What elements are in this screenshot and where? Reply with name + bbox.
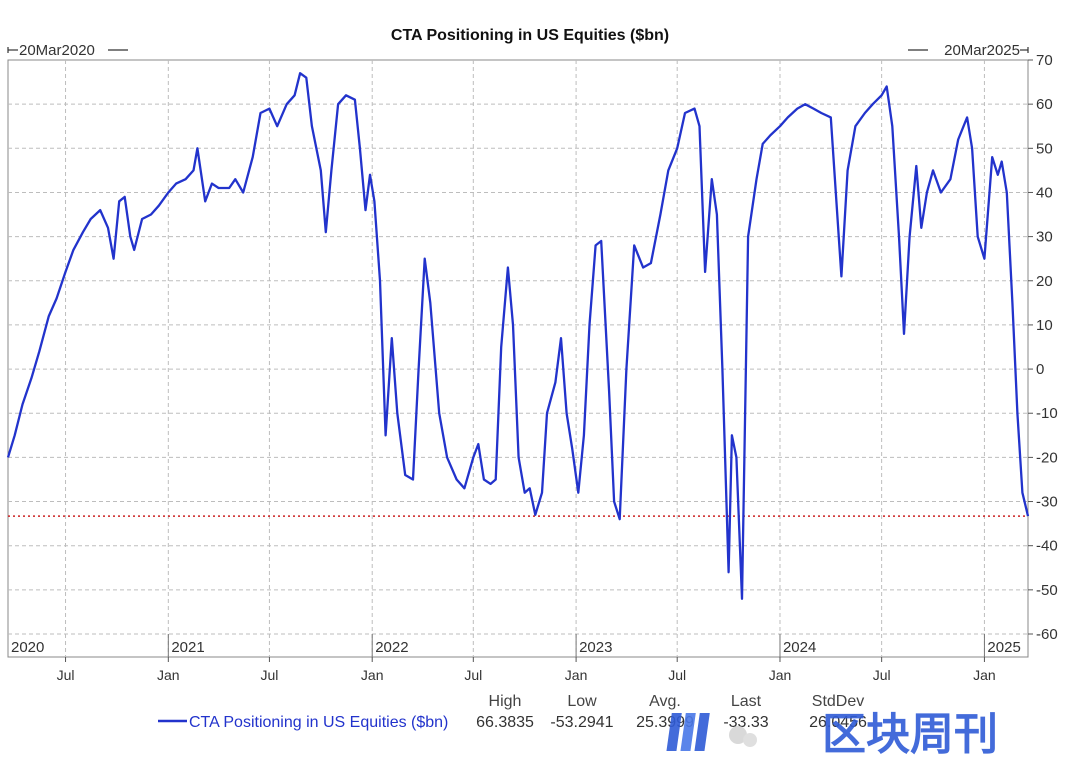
stat-header: High xyxy=(489,693,522,710)
block-logo-icon xyxy=(666,713,710,751)
x-month-label: Jul xyxy=(668,667,686,683)
plot-area xyxy=(7,59,1029,658)
x-year-label: 2021 xyxy=(171,639,204,656)
range-end-label: 20Mar2025 xyxy=(944,42,1020,59)
y-tick-label: 0 xyxy=(1036,361,1044,378)
x-month-label: Jan xyxy=(157,667,180,683)
x-month-label: Jul xyxy=(57,667,75,683)
x-month-label: Jan xyxy=(361,667,384,683)
y-tick-label: -10 xyxy=(1036,405,1058,422)
x-month-label: Jul xyxy=(260,667,278,683)
watermark: 区块周刊 xyxy=(666,710,998,759)
y-tick-label: 10 xyxy=(1036,317,1053,334)
chart-title: CTA Positioning in US Equities ($bn) xyxy=(391,27,669,44)
range-start-label: 20Mar2020 xyxy=(19,42,95,59)
y-tick-label: 70 xyxy=(1036,52,1053,69)
y-tick-label: -40 xyxy=(1036,538,1058,555)
x-year-label: 2025 xyxy=(987,639,1020,656)
x-year-label: 2020 xyxy=(11,639,44,656)
y-axis: 70 60 50 40 30 20 10 0 -10 -20 -30 -40 -50 -60 xyxy=(1028,52,1058,643)
series-line-cta-positioning xyxy=(6,72,1030,600)
wechat-bubble-icon xyxy=(729,726,747,744)
stat-value: -33.33 xyxy=(723,714,768,731)
grid xyxy=(8,60,1028,657)
legend: CTA Positioning in US Equities ($bn) xyxy=(158,714,448,731)
stat-value: 26.0456 xyxy=(809,714,867,731)
series-group xyxy=(6,72,1030,600)
x-month-label: Jul xyxy=(873,667,891,683)
watermark-text: 区块周刊 xyxy=(822,710,998,759)
x-month-label: Jan xyxy=(973,667,996,683)
y-tick-label: 40 xyxy=(1036,184,1053,201)
x-year-label: 2022 xyxy=(375,639,408,656)
range-start-marker: 20Mar2020 xyxy=(7,42,128,59)
legend-label: CTA Positioning in US Equities ($bn) xyxy=(189,714,448,731)
x-year-label: 2024 xyxy=(783,639,816,656)
x-year-label: 2023 xyxy=(579,639,612,656)
stat-header: Last xyxy=(731,693,762,710)
y-tick-label: 30 xyxy=(1036,229,1053,246)
y-tick-label: -20 xyxy=(1036,449,1058,466)
x-month-label: Jan xyxy=(769,667,792,683)
stat-value: -53.2941 xyxy=(550,714,613,731)
x-month-label: Jan xyxy=(565,667,588,683)
y-tick-label: -60 xyxy=(1036,626,1058,643)
x-month-label: Jul xyxy=(464,667,482,683)
y-tick-label: 50 xyxy=(1036,140,1053,157)
stat-header: Low xyxy=(567,693,597,710)
y-tick-label: -30 xyxy=(1036,494,1058,511)
stat-header: StdDev xyxy=(812,693,864,710)
y-tick-label: -50 xyxy=(1036,582,1058,599)
x-axis: Jul Jan Jul Jan Jul Jan Jul Jan Jul Jan 2020 2021 20… xyxy=(11,634,1021,683)
stat-value: 66.3835 xyxy=(476,714,534,731)
y-tick-label: 20 xyxy=(1036,273,1053,290)
stat-header: Avg. xyxy=(649,693,681,710)
wechat-bubble-icon-2 xyxy=(743,733,757,747)
y-tick-label: 60 xyxy=(1036,96,1053,113)
range-end-marker: 20Mar2025 xyxy=(908,42,1029,59)
